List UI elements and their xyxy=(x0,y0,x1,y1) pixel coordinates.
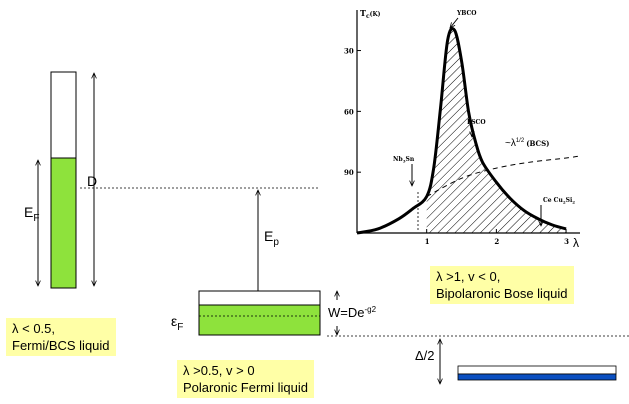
bipolaron-band-column: Δ/2 xyxy=(415,339,617,384)
polaronic-note-line1: λ >0.5, v > 0 xyxy=(183,363,255,378)
fermi-liquid-note: λ < 0.5, Fermi/BCS liquid xyxy=(6,318,116,356)
bipolaronic-liquid-note: λ >1, v < 0, Bipolaronic Bose liquid xyxy=(430,266,574,304)
x-tick-label: 1 xyxy=(425,237,430,246)
plot-x-axis-label: λ xyxy=(573,236,579,250)
band-empty-part xyxy=(50,71,77,159)
cecu2si2-label: Ce Cu2Si2 xyxy=(543,197,575,205)
bipolaronic-note-line1: λ >1, v < 0, xyxy=(436,269,501,284)
polaron-band-empty xyxy=(198,290,321,306)
fermi-band-column: EF D xyxy=(24,71,97,289)
bipolaronic-note-line2: Bipolaronic Bose liquid xyxy=(436,286,568,301)
y-tick-label: 90 xyxy=(344,168,354,177)
x-tick-label: 3 xyxy=(564,237,569,246)
lsco-label: LSCO xyxy=(467,119,486,126)
fermi-note-line2: Fermi/BCS liquid xyxy=(12,338,110,353)
x-tick-label: 2 xyxy=(494,237,499,246)
w-label: W=De-g2 xyxy=(328,305,377,320)
polaron-band-filled xyxy=(198,304,321,336)
bcs-dashed-curve xyxy=(426,155,581,197)
y-tick-label: 30 xyxy=(344,47,354,56)
bcs-curve-label: ~λ1/2 (BCS) xyxy=(505,138,549,149)
tc-hatched-region xyxy=(426,28,567,234)
tc-vs-lambda-plot: Tc(K) λ 90 60 30 1 2 3 YBCO LSCO Nb3Sn Ce Cu2… xyxy=(344,8,581,250)
tc-curve xyxy=(356,27,567,235)
ep-label: Ep xyxy=(264,228,279,248)
delta-label: Δ/2 xyxy=(415,348,435,363)
ybco-marker-arrow xyxy=(450,17,459,28)
bipolaron-band-empty xyxy=(457,365,617,375)
plot-y-axis-label: Tc(K) xyxy=(360,8,381,20)
eps-f-label: εF xyxy=(171,313,183,333)
y-tick-label: 60 xyxy=(344,107,354,116)
fermi-note-line1: λ < 0.5, xyxy=(12,321,55,336)
nb3sn-label: Nb3Sn xyxy=(393,156,415,164)
d-label: D xyxy=(87,173,97,189)
polaronic-note-line2: Polaronic Fermi liquid xyxy=(183,380,308,395)
polaron-band-column: Ep εF W=De-g2 xyxy=(171,190,377,335)
bipolaron-band-filled xyxy=(457,373,617,381)
ybco-label: YBCO xyxy=(456,10,476,17)
band-filled-part xyxy=(50,157,77,289)
polaronic-liquid-note: λ >0.5, v > 0 Polaronic Fermi liquid xyxy=(177,360,314,398)
ef-label: EF xyxy=(24,204,39,224)
